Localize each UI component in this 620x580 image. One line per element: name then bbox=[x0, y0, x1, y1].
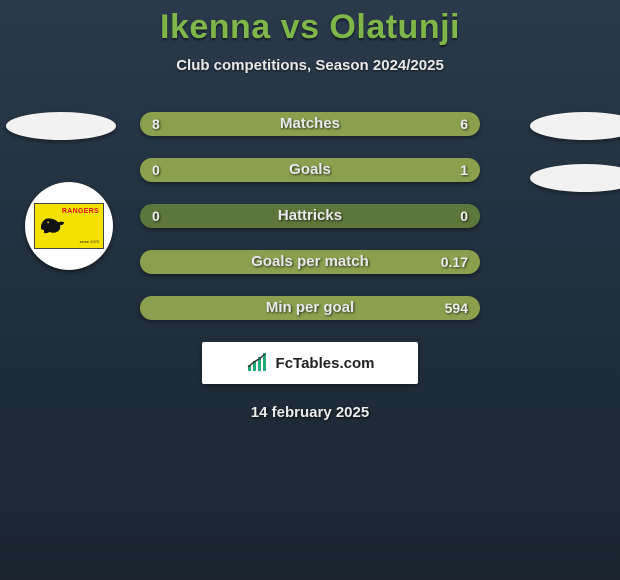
stat-row: 0.17Goals per match bbox=[140, 250, 480, 274]
player-left-avatar-placeholder bbox=[6, 112, 116, 140]
site-badge-text: FcTables.com bbox=[276, 355, 375, 372]
stat-label: Goals bbox=[140, 158, 480, 182]
stat-row: 86Matches bbox=[140, 112, 480, 136]
player-right-avatar-placeholder-1 bbox=[530, 112, 620, 140]
site-badge[interactable]: FcTables.com bbox=[202, 342, 418, 384]
stat-bars: 86Matches 01Goals 00Hattricks 0.17Goals per… bbox=[140, 112, 480, 320]
stat-row: 01Goals bbox=[140, 158, 480, 182]
stat-label: Goals per match bbox=[140, 250, 480, 274]
club-subline: since 1970 bbox=[80, 239, 99, 244]
club-name: RANGERS bbox=[62, 208, 99, 215]
comparison-date: 14 february 2025 bbox=[0, 404, 620, 421]
stat-label: Matches bbox=[140, 112, 480, 136]
stat-label: Min per goal bbox=[140, 296, 480, 320]
page-title: Ikenna vs Olatunji bbox=[0, 0, 620, 47]
stat-row: 00Hattricks bbox=[140, 204, 480, 228]
panther-icon bbox=[39, 215, 69, 237]
comparison-content: RANGERS since 1970 86Matches 01Goals 00Hat… bbox=[0, 112, 620, 421]
club-badge-inner: RANGERS since 1970 bbox=[34, 203, 104, 249]
player-right-avatar-placeholder-2 bbox=[530, 164, 620, 192]
club-badge: RANGERS since 1970 bbox=[25, 182, 113, 270]
subtitle: Club competitions, Season 2024/2025 bbox=[0, 57, 620, 74]
bar-chart-icon bbox=[246, 353, 270, 373]
stat-row: 594Min per goal bbox=[140, 296, 480, 320]
stat-label: Hattricks bbox=[140, 204, 480, 228]
